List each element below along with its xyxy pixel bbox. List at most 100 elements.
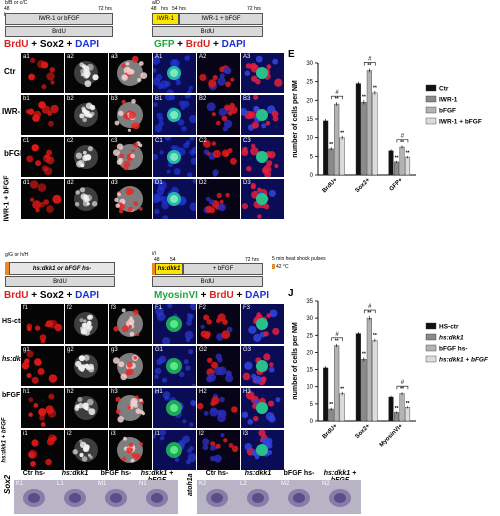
micrograph-a2: a2 (65, 53, 108, 93)
row-label-bfgf-hs: bFGF hs- (2, 392, 33, 399)
bar (328, 148, 334, 176)
significance-mark: ** (400, 387, 404, 393)
bar (355, 83, 361, 176)
micrograph-b2: B2 (197, 95, 240, 135)
significance-mark: ** (335, 97, 339, 103)
micrograph-h3: H3 (241, 388, 284, 428)
y-tick-label: 20 (306, 98, 313, 104)
micrograph-i3: i3 (109, 430, 152, 470)
bar (366, 70, 372, 176)
bar (334, 103, 340, 176)
timeline1-brdu-bar: BrdU (5, 26, 113, 37)
timeline2-iwr-segment: IWR-1 (152, 13, 179, 25)
micrograph-f3: F3 (241, 304, 284, 344)
micrograph-c3: C3 (241, 137, 284, 177)
significance-mark: ** (329, 402, 333, 408)
micrograph-b2: b2 (65, 95, 108, 135)
panel-label: d2 (67, 180, 74, 186)
micrograph-f3: f3 (109, 304, 152, 344)
panel-label: H1 (155, 389, 163, 395)
micrograph-g3: g3 (109, 346, 152, 386)
chart-j-label: J (288, 288, 294, 299)
panel-label: B3 (243, 96, 251, 102)
timeline2-mid: 54 hrs (172, 6, 186, 12)
bar (388, 396, 394, 422)
row-label-hs-dkk1: hs:dkk1 (2, 356, 29, 363)
heatshock-note: 5 min heat shock pulses (272, 256, 326, 262)
significance-hash: # (401, 134, 405, 140)
bar (372, 340, 378, 422)
comparison-bracket (363, 62, 376, 66)
legend-swatch (425, 322, 437, 330)
micrograph-f1: F1 (153, 304, 196, 344)
panel-label: g2 (67, 347, 74, 353)
bar (323, 120, 329, 176)
timeline4-heatshock-marker (152, 263, 155, 275)
ish-header: Ctr hs- (205, 470, 229, 477)
legend-swatch (425, 117, 437, 125)
row-label-iwr1: IWR-1 (2, 107, 25, 116)
micrograph-d2: d2 (65, 179, 108, 219)
significance-mark: ** (335, 338, 339, 344)
micrograph-b1: b1 (21, 95, 64, 135)
bar (388, 150, 394, 176)
ish-header: Ctr hs- (22, 470, 46, 477)
panel-label: f2 (67, 305, 73, 311)
ish-panel-n1: N1 (137, 480, 178, 514)
gene-label-atoh1a: atoh1a (187, 473, 194, 496)
micrograph-g1: G1 (153, 346, 196, 386)
panel-label: K1 (16, 481, 24, 487)
panel-label: i1 (23, 431, 28, 437)
panel-label: F1 (155, 305, 163, 311)
y-tick-label: 15 (306, 368, 313, 374)
comparison-bracket (331, 95, 343, 100)
bar (334, 345, 340, 422)
micrograph-b1: B1 (153, 95, 196, 135)
gene-label-sox2: Sox2 (3, 474, 12, 494)
micrograph-g2: G2 (197, 346, 240, 386)
significance-mark: ** (367, 311, 371, 317)
timeline4-dkk1-segment: hs:dkk1 (155, 263, 183, 275)
micrograph-g1: g1 (21, 346, 64, 386)
panel-label: D1 (155, 180, 163, 186)
legend-swatch (425, 355, 437, 363)
ish-header: hs:dkk1 (244, 470, 272, 477)
bar (404, 156, 411, 176)
panel-label: F2 (199, 305, 207, 311)
significance-hash: # (335, 90, 339, 96)
legend-label: HS-ctr (439, 324, 459, 331)
header-top-right: GFP + BrdU + DAPI (154, 39, 246, 50)
y-axis-label: number of cells per NM (292, 322, 299, 400)
significance-mark: ** (406, 401, 410, 407)
panel-label: A2 (199, 54, 207, 60)
timeline3-heatshock-marker (5, 262, 9, 275)
legend-swatch (425, 333, 437, 341)
bar (339, 137, 345, 176)
legend-swatch (425, 84, 437, 92)
panel-label: h1 (23, 389, 30, 395)
significance-hash: # (368, 57, 372, 63)
bar (372, 92, 378, 176)
micrograph-d2: D2 (197, 179, 240, 219)
timeline4-brdu-bar: BrdU (152, 276, 263, 287)
micrograph-i1: i1 (21, 430, 64, 470)
ish-panel-k2: K2 (197, 480, 238, 514)
header-bottom-left: BrdU + Sox2 + DAPI (4, 290, 100, 301)
bar (393, 161, 400, 176)
bar (399, 393, 405, 422)
panel-label: d1 (23, 180, 30, 186)
y-axis-label: number of cells per NM (292, 80, 299, 158)
panel-label: L1 (57, 481, 64, 487)
panel-label: a3 (111, 54, 118, 60)
micrograph-d3: D3 (241, 179, 284, 219)
micrograph-g3: G3 (241, 346, 284, 386)
micrograph-c1: C1 (153, 137, 196, 177)
timeline1-end: 72 hrs (98, 6, 112, 12)
ish-panel-l2: L2 (238, 480, 279, 514)
bar (399, 146, 405, 176)
micrograph-h1: h1 (21, 388, 64, 428)
micrograph-a2: A2 (197, 53, 240, 93)
micrograph-g2: g2 (65, 346, 108, 386)
significance-mark: ** (395, 406, 399, 412)
